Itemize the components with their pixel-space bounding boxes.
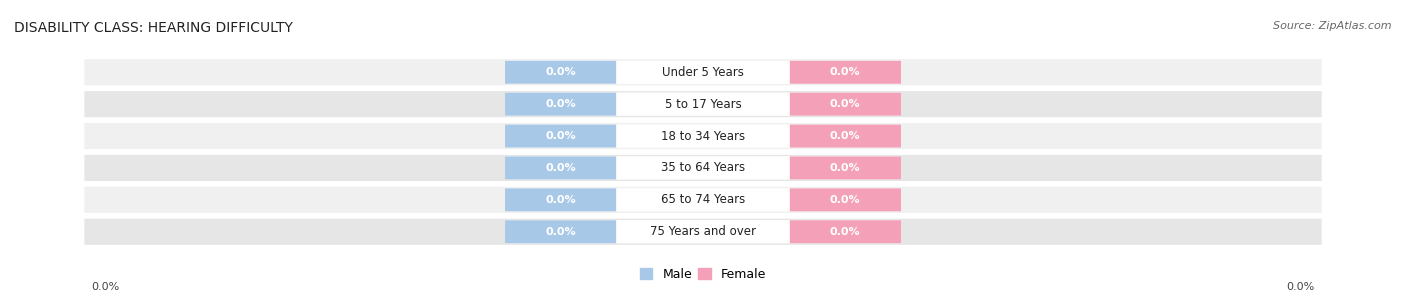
Text: 0.0%: 0.0% xyxy=(546,195,576,205)
FancyBboxPatch shape xyxy=(505,188,901,211)
Text: 0.0%: 0.0% xyxy=(546,67,576,77)
Text: 75 Years and over: 75 Years and over xyxy=(650,225,756,238)
FancyBboxPatch shape xyxy=(84,187,1322,213)
FancyBboxPatch shape xyxy=(616,157,790,179)
Text: 65 to 74 Years: 65 to 74 Years xyxy=(661,193,745,206)
FancyBboxPatch shape xyxy=(505,157,901,179)
Text: 0.0%: 0.0% xyxy=(830,67,860,77)
Text: 0.0%: 0.0% xyxy=(546,131,576,141)
FancyBboxPatch shape xyxy=(505,93,901,116)
FancyBboxPatch shape xyxy=(616,125,790,147)
Text: 0.0%: 0.0% xyxy=(546,163,576,173)
FancyBboxPatch shape xyxy=(84,155,1322,181)
Text: 0.0%: 0.0% xyxy=(546,227,576,237)
Text: 0.0%: 0.0% xyxy=(1286,282,1315,292)
FancyBboxPatch shape xyxy=(790,188,901,211)
FancyBboxPatch shape xyxy=(84,91,1322,117)
FancyBboxPatch shape xyxy=(84,219,1322,245)
Text: DISABILITY CLASS: HEARING DIFFICULTY: DISABILITY CLASS: HEARING DIFFICULTY xyxy=(14,21,292,35)
FancyBboxPatch shape xyxy=(505,220,901,243)
FancyBboxPatch shape xyxy=(84,59,1322,85)
Text: 0.0%: 0.0% xyxy=(546,99,576,109)
Text: Under 5 Years: Under 5 Years xyxy=(662,66,744,79)
FancyBboxPatch shape xyxy=(505,125,901,147)
FancyBboxPatch shape xyxy=(616,93,790,116)
Text: 0.0%: 0.0% xyxy=(830,99,860,109)
FancyBboxPatch shape xyxy=(790,220,901,243)
FancyBboxPatch shape xyxy=(505,220,616,243)
FancyBboxPatch shape xyxy=(84,123,1322,149)
Text: 0.0%: 0.0% xyxy=(830,195,860,205)
FancyBboxPatch shape xyxy=(790,93,901,116)
FancyBboxPatch shape xyxy=(790,157,901,179)
Text: 5 to 17 Years: 5 to 17 Years xyxy=(665,98,741,111)
Text: Source: ZipAtlas.com: Source: ZipAtlas.com xyxy=(1274,21,1392,31)
Text: 0.0%: 0.0% xyxy=(830,131,860,141)
Text: 0.0%: 0.0% xyxy=(830,163,860,173)
FancyBboxPatch shape xyxy=(505,188,616,211)
Text: 18 to 34 Years: 18 to 34 Years xyxy=(661,130,745,143)
FancyBboxPatch shape xyxy=(505,61,901,84)
FancyBboxPatch shape xyxy=(616,220,790,243)
Legend: Male, Female: Male, Female xyxy=(636,263,770,286)
FancyBboxPatch shape xyxy=(790,125,901,147)
Text: 0.0%: 0.0% xyxy=(91,282,120,292)
Text: 35 to 64 Years: 35 to 64 Years xyxy=(661,161,745,174)
Text: 0.0%: 0.0% xyxy=(830,227,860,237)
FancyBboxPatch shape xyxy=(790,61,901,84)
FancyBboxPatch shape xyxy=(505,157,616,179)
FancyBboxPatch shape xyxy=(505,61,616,84)
FancyBboxPatch shape xyxy=(505,125,616,147)
FancyBboxPatch shape xyxy=(616,61,790,84)
FancyBboxPatch shape xyxy=(505,93,616,116)
FancyBboxPatch shape xyxy=(616,188,790,211)
